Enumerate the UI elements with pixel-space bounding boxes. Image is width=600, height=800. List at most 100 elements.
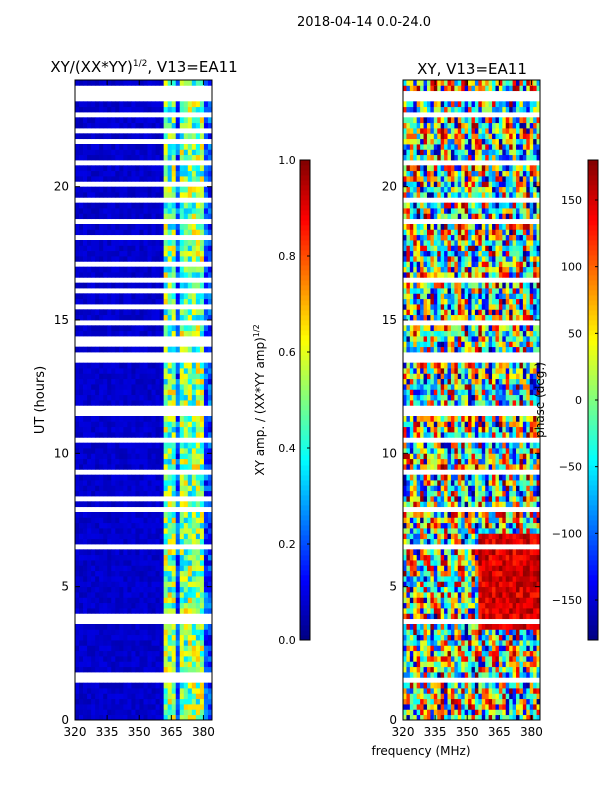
phase-heatmap-cell	[440, 602, 445, 609]
amplitude-heatmap-cell	[195, 384, 201, 390]
phase-heatmap-cell	[447, 602, 452, 609]
amplitude-heatmap-cell	[207, 106, 213, 113]
phase-heatmap-cell	[533, 629, 537, 636]
amplitude-heatmap-cell	[91, 629, 96, 636]
amplitude-heatmap-cell	[179, 282, 185, 289]
amplitude-heatmap-cell	[127, 592, 132, 598]
phase-heatmap-cell	[457, 485, 462, 492]
amplitude-heatmap-cell	[111, 586, 116, 593]
phase-heatmap-cell	[485, 672, 490, 678]
amplitude-heatmap-cell	[119, 570, 124, 577]
amplitude-heatmap-cell	[131, 656, 136, 662]
phase-heatmap-cell	[457, 704, 462, 710]
phase-heatmap-cell	[533, 704, 537, 710]
phase-heatmap-cell	[529, 693, 534, 700]
phase-heatmap-cell	[437, 565, 442, 572]
amplitude-heatmap-cell	[139, 394, 144, 401]
phase-heatmap-cell	[526, 645, 531, 652]
amplitude-heatmap-cell	[139, 250, 144, 257]
amplitude-colorbar-band	[300, 200, 310, 206]
amplitude-heatmap-cell	[139, 570, 144, 577]
amplitude-heatmap-cell	[207, 117, 213, 124]
amplitude-heatmap-cell	[103, 698, 108, 705]
amplitude-heatmap-cell	[107, 709, 112, 716]
amplitude-heatmap-cell	[163, 608, 169, 614]
amplitude-heatmap-cell	[163, 586, 169, 593]
amplitude-heatmap-cell	[119, 629, 124, 636]
amplitude-heatmap-cell	[179, 517, 185, 524]
amplitude-heatmap-cell	[139, 709, 144, 716]
amplitude-heatmap-cell	[163, 560, 169, 566]
phase-heatmap-cell	[457, 640, 462, 646]
phase-heatmap-cell	[485, 640, 490, 646]
amplitude-heatmap-cell	[163, 208, 169, 214]
amplitude-heatmap-cell	[107, 698, 112, 705]
amplitude-heatmap-cell	[135, 250, 140, 257]
amplitude-heatmap-cell	[195, 576, 201, 582]
amplitude-heatmap-cell	[99, 581, 104, 588]
amplitude-heatmap-cell	[203, 384, 209, 390]
amplitude-heatmap-cell	[127, 688, 132, 694]
amplitude-heatmap-cell	[103, 192, 108, 198]
amplitude-heatmap-cell	[147, 709, 152, 716]
amplitude-colorbar-band	[300, 260, 310, 266]
phase-heatmap-cell	[409, 522, 414, 529]
amplitude-heatmap-cell	[179, 560, 185, 566]
phase-heatmap-cell	[420, 490, 424, 497]
phase-heatmap-cell	[423, 581, 428, 588]
amplitude-heatmap-cell	[179, 645, 185, 652]
phase-heatmap-cell	[433, 464, 438, 470]
amplitude-heatmap-cell	[107, 597, 112, 604]
phase-heatmap-cell	[440, 613, 445, 620]
amplitude-heatmap-cell	[111, 213, 116, 220]
amplitude-heatmap-cell	[159, 154, 165, 161]
amplitude-heatmap-cell	[79, 709, 84, 716]
phase-heatmap-cell	[485, 698, 490, 705]
amplitude-heatmap-cell	[95, 165, 100, 172]
amplitude-heatmap-cell	[195, 346, 201, 353]
phase-heatmap-cell	[416, 448, 421, 454]
amplitude-heatmap-cell	[95, 586, 100, 593]
phase-heatmap-cell	[437, 634, 442, 641]
amplitude-heatmap-cell	[87, 314, 92, 321]
amplitude-heatmap-cell	[83, 586, 88, 593]
phase-heatmap-cell	[536, 560, 541, 566]
amplitude-colorbar-band	[300, 495, 310, 501]
amplitude-heatmap-cell	[143, 186, 148, 193]
amplitude-heatmap-cell	[191, 272, 197, 278]
amplitude-heatmap-cell	[151, 106, 156, 113]
amplitude-heatmap-cell	[187, 608, 193, 614]
phase-heatmap-cell	[536, 464, 541, 470]
phase-heatmap-cell	[471, 650, 476, 657]
amplitude-colorbar-band	[300, 395, 310, 401]
amplitude-heatmap-cell	[175, 240, 181, 246]
amplitude-heatmap-cell	[131, 645, 136, 652]
amplitude-heatmap-cell	[203, 640, 209, 646]
phase-heatmap-cell	[464, 458, 469, 465]
amplitude-heatmap-cell	[79, 106, 84, 113]
amplitude-heatmap-cell	[139, 170, 144, 177]
phase-heatmap-cell	[457, 597, 462, 604]
phase-heatmap-cell	[474, 688, 479, 694]
amplitude-heatmap-cell	[199, 714, 205, 721]
amplitude-heatmap-cell	[155, 640, 161, 646]
amplitude-heatmap-cell	[143, 688, 148, 694]
amplitude-heatmap-cell	[207, 453, 213, 460]
amplitude-heatmap-cell	[159, 256, 165, 262]
phase-heatmap-cell	[464, 629, 469, 636]
phase-heatmap-cell	[505, 682, 510, 689]
amplitude-heatmap-cell	[171, 245, 177, 252]
phase-heatmap-cell	[526, 570, 531, 577]
amplitude-heatmap-cell	[183, 346, 189, 353]
amplitude-heatmap-cell	[191, 144, 197, 150]
amplitude-heatmap-cell	[139, 325, 144, 332]
amplitude-colorbar-band	[300, 350, 310, 356]
amplitude-heatmap-cell	[191, 250, 197, 257]
amplitude-heatmap-cell	[91, 325, 96, 332]
amplitude-heatmap-cell	[123, 517, 128, 524]
amplitude-heatmap-cell	[127, 384, 132, 390]
amplitude-heatmap-cell	[95, 581, 100, 588]
amplitude-heatmap-cell	[111, 650, 116, 657]
phase-heatmap-cell	[450, 661, 455, 668]
amplitude-heatmap-cell	[151, 133, 156, 140]
